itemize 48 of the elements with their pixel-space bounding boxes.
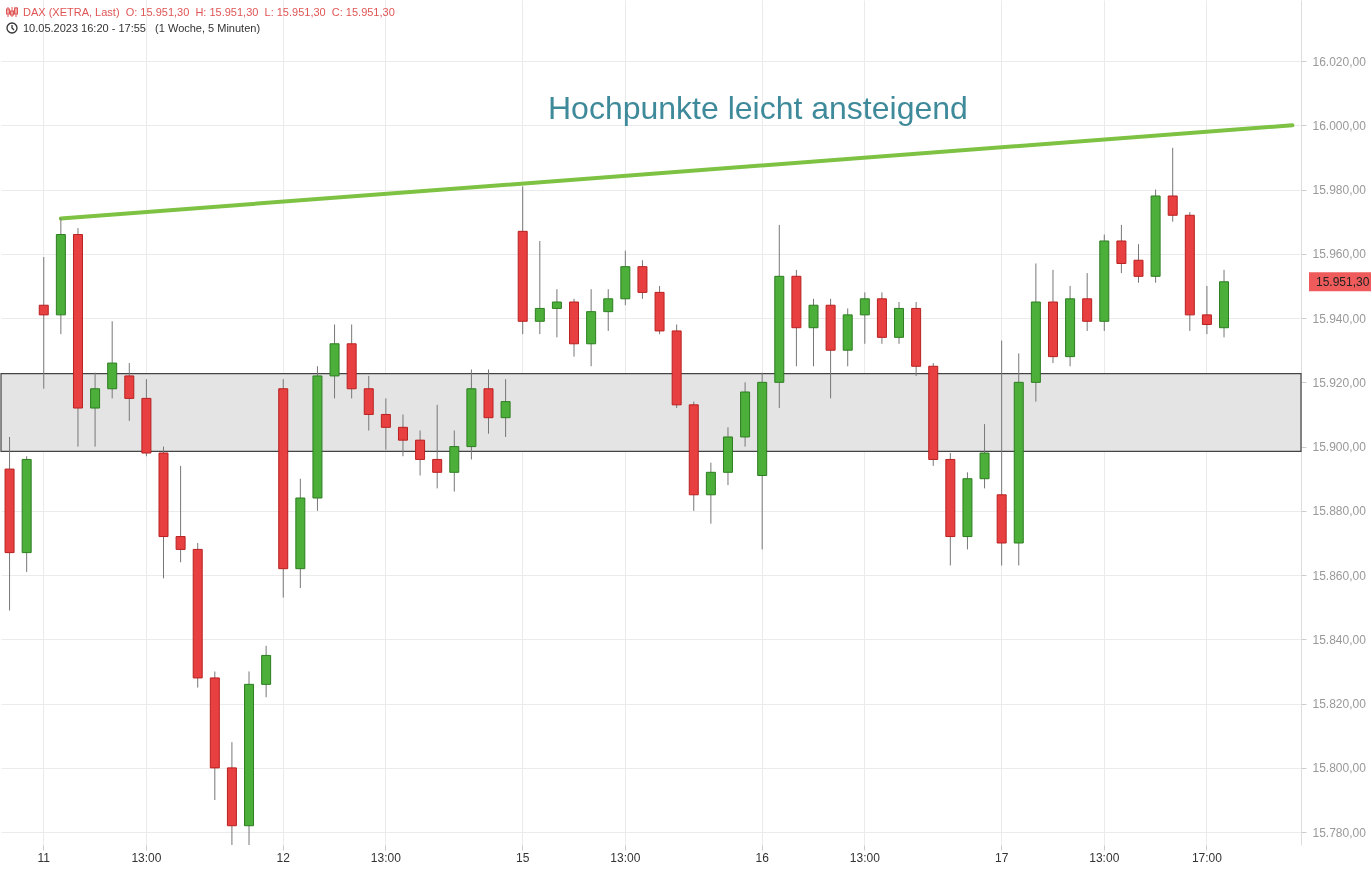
- candlestick: [808, 298, 819, 367]
- candlestick: [859, 291, 870, 345]
- x-tick-label: 17: [994, 850, 1009, 865]
- candlestick: [175, 465, 186, 563]
- x-tick-label: 13:00: [1089, 850, 1120, 865]
- candlestick: [1167, 147, 1178, 223]
- y-tick-label: 15.900,00: [1312, 440, 1367, 455]
- y-tick-label: 15.940,00: [1312, 311, 1367, 326]
- candlestick: [1082, 272, 1093, 332]
- candlestick: [38, 256, 49, 390]
- y-tick-label: 15.880,00: [1312, 504, 1367, 519]
- x-tick-label: 13:00: [849, 850, 881, 865]
- candlestick: [380, 397, 391, 451]
- x-tick-label: 15: [516, 850, 530, 865]
- x-tick-label: 17:00: [1191, 850, 1223, 865]
- x-tick-label: 12: [276, 850, 291, 865]
- annotation: Hochpunkte leicht ansteigend: [548, 90, 968, 127]
- candlestick: [534, 240, 545, 335]
- candlestick: [1116, 224, 1127, 274]
- text: 15.951,30: [1316, 274, 1370, 289]
- x-tick-label: 16: [755, 850, 770, 865]
- y-tick-label: 15.800,00: [1312, 761, 1367, 776]
- candlestick: [124, 362, 135, 422]
- y-tick-label: 15.840,00: [1312, 632, 1367, 647]
- y-tick-label: 15.820,00: [1312, 697, 1367, 712]
- candlestick: [500, 378, 511, 438]
- y-tick-label: 15.920,00: [1312, 375, 1367, 390]
- y-tick-label: 16.020,00: [1312, 54, 1367, 69]
- candlestick: [1133, 243, 1144, 284]
- y-tick-label: 15.860,00: [1312, 568, 1367, 583]
- text: DAX (XETRA, Last) O: 15.951,30 H: 15.951,30 L: 15.951,30 C: 15.951,30: [23, 5, 395, 20]
- text: 10.05.2023 16:20 - 17:55 (1 Woche, 5 Minuten): [23, 21, 261, 36]
- x-tick-label: 13:00: [370, 850, 402, 865]
- y-tick-label: 16.000,00: [1312, 118, 1367, 133]
- y-tick-label: 15.980,00: [1312, 183, 1367, 198]
- candlestick: [1201, 285, 1212, 335]
- candlestick: [90, 372, 101, 448]
- x-tick-label: 13:00: [131, 850, 162, 865]
- y-tick-label: 15.780,00: [1312, 825, 1367, 840]
- candlestick: [603, 288, 614, 332]
- x-tick-label: 11: [37, 850, 51, 865]
- candlestick: [415, 430, 426, 477]
- candlestick: [397, 413, 408, 457]
- candlestick: [705, 462, 716, 525]
- x-tick-label: 13:00: [610, 850, 641, 865]
- candlestick: [432, 404, 443, 489]
- y-tick-label: 15.960,00: [1312, 247, 1367, 262]
- candlestick: [551, 288, 562, 338]
